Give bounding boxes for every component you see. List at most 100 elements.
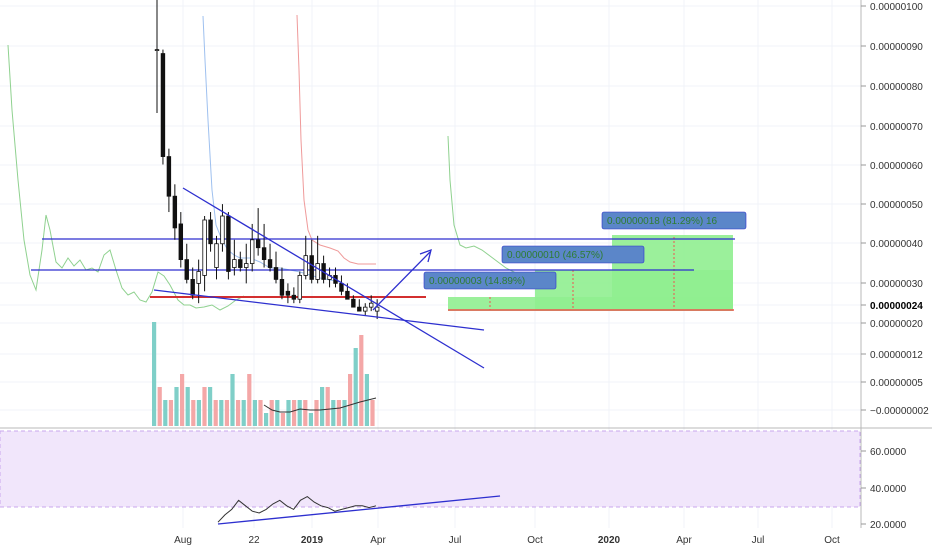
candle-body (226, 215, 231, 272)
rsi-tick-label: 40.0000 (870, 484, 907, 495)
candle-body (220, 215, 225, 245)
rsi-tick-label: 60.0000 (870, 447, 907, 458)
time-axis: Aug 22 2019 Apr Jul Oct 2020 Apr Jul Oct (174, 535, 840, 546)
volume-bar (180, 374, 185, 426)
y-tick-label: 0.00000060 (870, 161, 923, 172)
x-tick-label: Oct (824, 535, 840, 546)
candle-body (345, 290, 350, 300)
candle-body (261, 247, 267, 260)
candle-body (178, 223, 183, 260)
candle-body (351, 298, 356, 308)
volume-bar (208, 387, 213, 426)
volume-bar (196, 400, 201, 426)
candle-body (190, 279, 195, 296)
volume-bar (252, 400, 257, 426)
volume-bar (269, 400, 274, 426)
rsi-axis: 60.0000 40.0000 20.0000 (861, 447, 907, 531)
target-label-box (501, 245, 645, 264)
candle-body (368, 302, 374, 308)
y-tick-label: 0.00000050 (870, 200, 923, 211)
volume-bar (292, 400, 297, 426)
volume-bar (348, 374, 353, 426)
rsi-band (0, 430, 861, 508)
candle-body (160, 53, 166, 157)
volume-bar (236, 400, 241, 426)
candle-body (273, 267, 279, 280)
price-axis: 0.00000100 0.00000090 0.00000080 0.00000070… (861, 2, 929, 417)
candlesticks (154, 0, 380, 320)
volume-bar (168, 400, 173, 426)
volume-bar (353, 348, 358, 426)
candle-body (202, 219, 207, 276)
ma-pink (296, 14, 376, 265)
candle-body (255, 239, 261, 249)
y-tick-label: 0.00000100 (870, 2, 923, 13)
volume-bar (280, 413, 285, 426)
candle-body (154, 49, 160, 51)
candle-body (309, 255, 314, 280)
x-tick-label: Jul (449, 535, 462, 546)
moving-averages (7, 14, 547, 311)
x-tick-label: Oct (527, 535, 543, 546)
y-tick-label: 0.00000040 (870, 239, 923, 250)
candle-body (363, 306, 368, 312)
candle-body (279, 279, 285, 296)
volume-bar (303, 400, 308, 426)
volume-bar (213, 400, 218, 426)
target-labels: 0.00000003 (14.89%) 0.00000010 (46.57%) 0.… (423, 211, 747, 290)
y-tick-label: 0.00000070 (870, 122, 923, 133)
volume-bar (286, 400, 291, 426)
candle-body (315, 263, 320, 280)
volume-bar (275, 400, 280, 426)
volume-bar (297, 400, 302, 426)
volume-bar (264, 413, 269, 426)
x-tick-label: 2020 (598, 535, 621, 546)
candle-body (208, 219, 213, 245)
candle-body (374, 306, 380, 312)
x-tick-label: Jul (752, 535, 765, 546)
candle-body (172, 195, 178, 229)
volume-bar (230, 374, 235, 426)
candle-body (244, 263, 249, 268)
candle-body (267, 259, 273, 268)
volume-bar (241, 400, 246, 426)
candle-body (285, 290, 291, 296)
volume-bar (247, 374, 252, 426)
target-label-box (601, 211, 747, 230)
volume-bar (163, 400, 168, 426)
rsi-tick-label: 20.0000 (870, 520, 907, 531)
volume-bar (152, 322, 157, 426)
volume-bar (314, 400, 319, 426)
candle-body (297, 275, 302, 300)
volume-bar (308, 413, 313, 426)
volume-bar (174, 387, 179, 426)
y-tick-label: 0.00000090 (870, 42, 923, 53)
candle-body (196, 271, 201, 284)
volume-bar (370, 400, 375, 426)
volume-bar (258, 400, 263, 426)
target-label: 0.00000010 (46.57%) (507, 250, 603, 261)
x-tick-label: Apr (370, 535, 386, 546)
volume-bar (224, 400, 229, 426)
volume-bar (202, 387, 207, 426)
y-tick-label: 0.00000030 (870, 279, 923, 290)
x-tick-label: 2019 (301, 535, 324, 546)
volume-bar (359, 335, 364, 426)
candle-body (303, 255, 308, 276)
y-tick-label: 0.00000080 (870, 82, 923, 93)
candle-body (214, 243, 219, 268)
volume-bar (331, 400, 336, 426)
candle-body (339, 282, 344, 292)
x-tick-label: Apr (676, 535, 692, 546)
volume-bar (320, 387, 325, 426)
y-tick-label: −0.00000002 (870, 406, 929, 417)
candle-body (166, 156, 172, 197)
target-label: 0.00000003 (14.89%) (429, 276, 525, 287)
ma-blue (202, 15, 346, 286)
y-tick-label: 0.00000024 (870, 301, 923, 312)
volume-bar (336, 400, 341, 426)
y-tick-label: 0.00000012 (870, 350, 923, 361)
candle-body (238, 259, 243, 268)
